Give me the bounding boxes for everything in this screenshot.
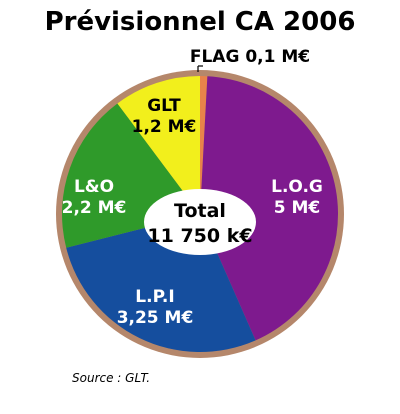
chart-title: Prévisionnel CA 2006 xyxy=(45,7,356,37)
slice-label-l-o-g-line-0: L.O.G xyxy=(271,177,323,197)
total-label: Total xyxy=(174,200,226,222)
pie-slice-flag xyxy=(200,76,208,214)
total-center-disc xyxy=(144,189,256,255)
pie-slice-l-o-g xyxy=(200,76,339,341)
total-value: 11 750 k€ xyxy=(147,225,252,247)
slice-label-l-o-line-1: 2,2 M€ xyxy=(62,198,127,218)
slice-label-glt-line-1: 1,2 M€ xyxy=(132,117,197,137)
slice-label-l-p-i-line-0: L.P.I xyxy=(135,287,174,307)
pie-slice-glt xyxy=(117,76,200,214)
slice-label-l-p-i-line-1: 3,25 M€ xyxy=(117,308,194,328)
slice-label-glt-line-0: GLT xyxy=(147,96,181,116)
slice-label-l-o-g-line-1: 5 M€ xyxy=(274,198,321,218)
slice-label-flag-line-0: FLAG 0,1 M€ xyxy=(190,47,310,67)
source-note: Source : GLT. xyxy=(72,371,150,385)
slice-labels: FLAG 0,1 M€ L.O.G5 M€ L.P.I3,25 M€ L&O2,2 M… xyxy=(62,47,323,328)
slice-label-l-o-line-0: L&O xyxy=(74,177,114,197)
